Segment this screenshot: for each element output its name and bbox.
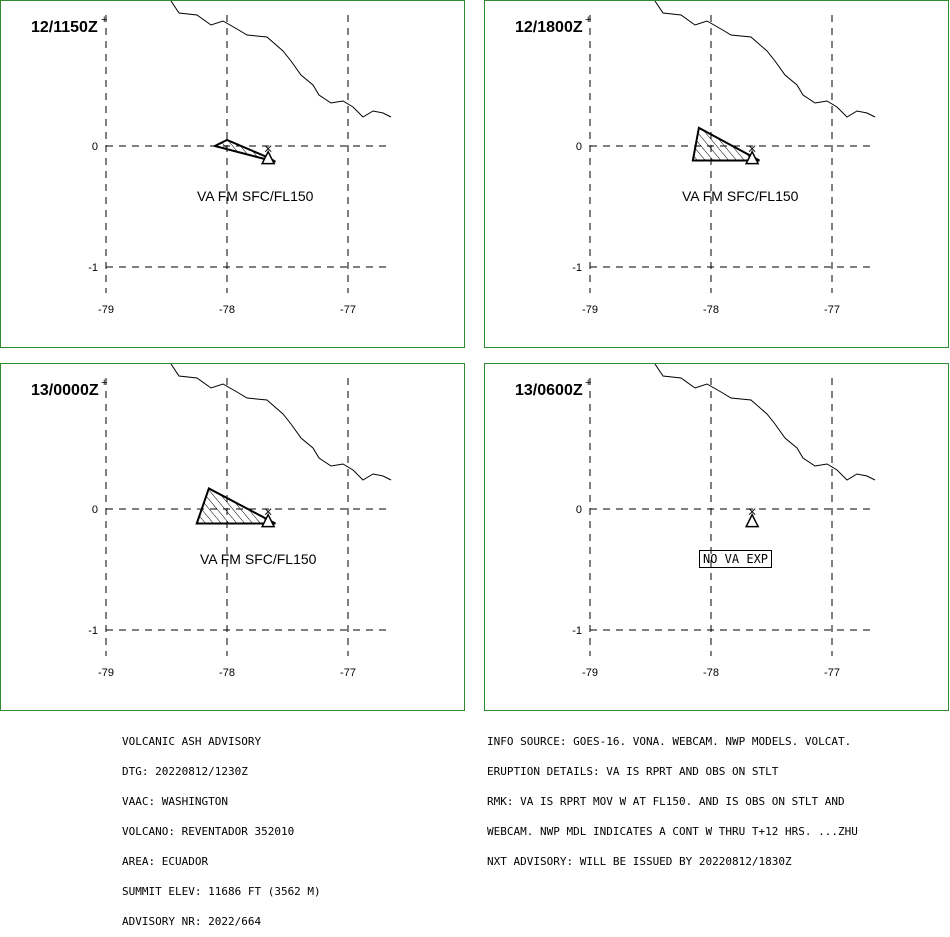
advisory-line: AREA: ECUADOR [122,855,209,868]
advisory-line: DTG: 20220812/1230Z [122,765,248,778]
volcano-triangle-icon [744,145,760,165]
volcano-triangle-icon [260,508,276,528]
advisory-remarks-block: INFO SOURCE: GOES-16. VONA. WEBCAM. NWP … [487,717,858,877]
map-canvas: +0 -1 -79 -78 -77 [572,364,876,679]
map-canvas: +0 -1 -79 -78 -77 [88,1,392,316]
coastline [654,364,876,481]
map-canvas: +0 -1 -79 -78 -77 [572,1,876,316]
forecast-panel-3: +0 -1 -79 -78 -77 13/0000Z VA FM SFC/FL150 [0,363,465,711]
advisory-line: VOLCANIC ASH ADVISORY [122,735,262,748]
advisory-line: WEBCAM. NWP MDL INDICATES A CONT W THRU … [487,825,858,838]
corner-marker: + [585,377,591,389]
panel-time-label: 12/1800Z [515,19,583,36]
lon-tick-label: -77 [824,667,840,679]
lon-tick-label: -79 [98,667,114,679]
lon-tick-label: -78 [219,304,235,316]
advisory-header-block: VOLCANIC ASH ADVISORY DTG: 20220812/1230… [122,717,321,937]
lon-tick-label: -79 [582,667,598,679]
panel-time-label: 13/0600Z [515,382,583,399]
lat-tick-label: -1 [88,625,98,637]
forecast-panel-2: +0 -1 -79 -78 -77 12/1800Z VA FM SFC/FL150 [484,0,949,348]
coastline [170,364,392,481]
corner-marker: + [101,14,107,26]
lon-tick-label: -77 [340,667,356,679]
ash-cloud-polygon [691,126,760,162]
lat-tick-label: -1 [572,625,582,637]
coastline [654,1,876,118]
lon-tick-label: -78 [703,667,719,679]
lat-tick-label: 0 [576,504,582,516]
lon-tick-label: -77 [340,304,356,316]
lon-tick-label: -79 [98,304,114,316]
volcano-triangle-icon [744,508,760,528]
volcano-triangle-icon [260,145,276,165]
lon-tick-label: -78 [219,667,235,679]
panel-time-label: 12/1150Z [31,19,98,36]
advisory-line: VAAC: WASHINGTON [122,795,228,808]
lon-tick-label: -79 [582,304,598,316]
advisory-line: ADVISORY NR: 2022/664 [122,915,262,928]
forecast-panel-4: +0 -1 -79 -78 -77 13/0600Z NO VA EXP [484,363,949,711]
corner-marker: + [101,377,107,389]
lat-tick-label: 0 [576,141,582,153]
lat-tick-label: -1 [572,262,582,274]
panel-time-label: 13/0000Z [31,382,99,399]
advisory-line: ERUPTION DETAILS: VA IS RPRT AND OBS ON … [487,765,779,778]
coastline [170,1,392,118]
map-canvas: +0 -1 -79 -78 -77 [88,364,392,679]
ash-cloud-polygon [195,487,276,525]
ash-level-label: VA FM SFC/FL150 [197,188,314,204]
advisory-line: INFO SOURCE: GOES-16. VONA. WEBCAM. NWP … [487,735,852,748]
lat-tick-label: -1 [88,262,98,274]
advisory-line: SUMMIT ELEV: 11686 FT (3562 M) [122,885,321,898]
no-ash-expected-label: NO VA EXP [699,550,773,568]
corner-marker: + [585,14,591,26]
lon-tick-label: -77 [824,304,840,316]
ash-level-label: VA FM SFC/FL150 [682,188,799,204]
advisory-line: RMK: VA IS RPRT MOV W AT FL150. AND IS O… [487,795,845,808]
advisory-line: VOLCANO: REVENTADOR 352010 [122,825,295,838]
lat-tick-label: 0 [92,141,98,153]
advisory-line: NXT ADVISORY: WILL BE ISSUED BY 20220812… [487,855,792,868]
ash-level-label: VA FM SFC/FL150 [200,551,317,567]
lon-tick-label: -78 [703,304,719,316]
forecast-panel-1: +0 -1 -79 -78 -77 12/1150Z VA FM SFC/FL150 [0,0,465,348]
lat-tick-label: 0 [92,504,98,516]
